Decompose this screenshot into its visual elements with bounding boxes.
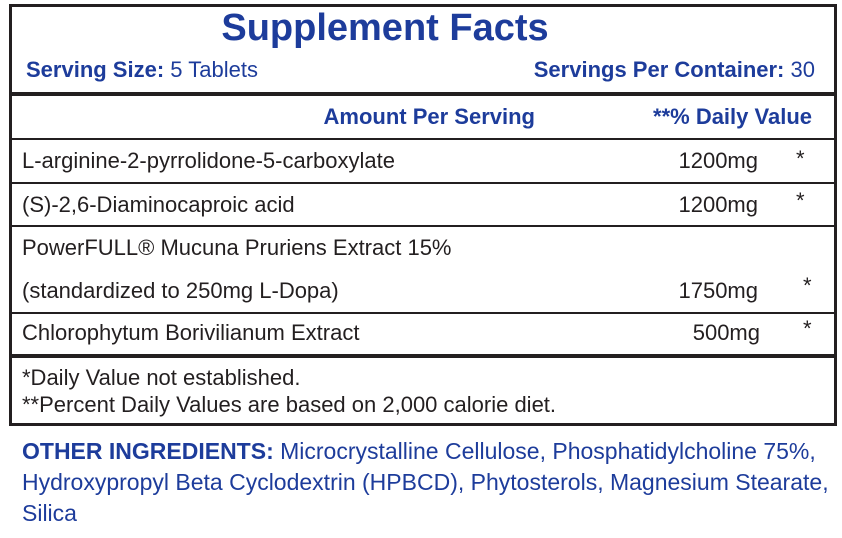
ingredient-amount: 500mg: [692, 320, 760, 345]
other-ingredients: OTHER INGREDIENTS: Microcrystalline Cell…: [22, 436, 832, 529]
serving-size-value: 5 Tablets: [170, 57, 258, 82]
divider: [10, 92, 837, 96]
daily-value: *: [796, 146, 805, 171]
divider: [10, 312, 837, 314]
ingredient-name: PowerFULL® Mucuna Pruriens Extract 15%: [22, 235, 452, 260]
column-header: Amount Per Serving: [323, 104, 535, 129]
serving-size-label: Serving Size:: [26, 57, 165, 82]
ingredient-name: L-arginine-2-pyrrolidone-5-carboxylate: [22, 148, 395, 173]
servings-value: 30: [790, 57, 815, 82]
servings-per-container: Servings Per Container: 30: [534, 57, 815, 83]
divider: [10, 354, 837, 358]
divider: [10, 182, 837, 184]
daily-value: *: [803, 316, 812, 341]
servings-label: Servings Per Container:: [533, 57, 785, 82]
daily-value: *: [803, 273, 812, 298]
ingredient-name: (S)-2,6-Diaminocaproic acid: [22, 192, 295, 217]
footnote: *Daily Value not established.: [22, 365, 301, 390]
other-ingredients-text: Microcrystalline Cellulose, Phosphatidyl…: [22, 438, 829, 526]
ingredient-name: (standardized to 250mg L-Dopa): [22, 278, 339, 303]
footnote: **Percent Daily Values are based on 2,00…: [22, 392, 557, 417]
daily-value: *: [796, 188, 805, 213]
ingredient-amount: 1200mg: [678, 148, 758, 173]
serving-size: Serving Size: 5 Tablets: [26, 57, 258, 83]
ingredient-amount: 1200mg: [678, 192, 758, 217]
title: Supplement Facts: [221, 7, 549, 49]
divider: [10, 138, 837, 140]
label-box: [9, 4, 837, 426]
divider: [10, 225, 837, 227]
ingredient-amount: 1750mg: [678, 278, 758, 303]
other-ingredients-label: OTHER INGREDIENTS:: [22, 438, 274, 464]
column-header: **% Daily Value: [653, 104, 812, 129]
ingredient-name: Chlorophytum Borivilianum Extract: [22, 320, 360, 345]
